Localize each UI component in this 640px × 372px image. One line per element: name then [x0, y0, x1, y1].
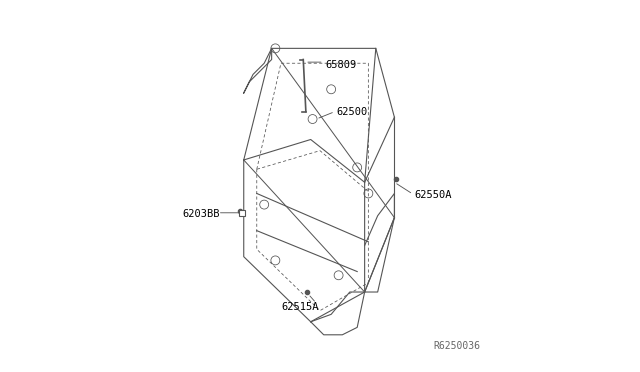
Text: R6250036: R6250036 [433, 341, 480, 351]
Text: 62500: 62500 [337, 107, 368, 116]
Text: 62550A: 62550A [415, 190, 452, 200]
Text: 62515A: 62515A [281, 302, 319, 312]
Text: 6203BB: 6203BB [182, 209, 220, 219]
Text: 65809: 65809 [326, 60, 357, 70]
